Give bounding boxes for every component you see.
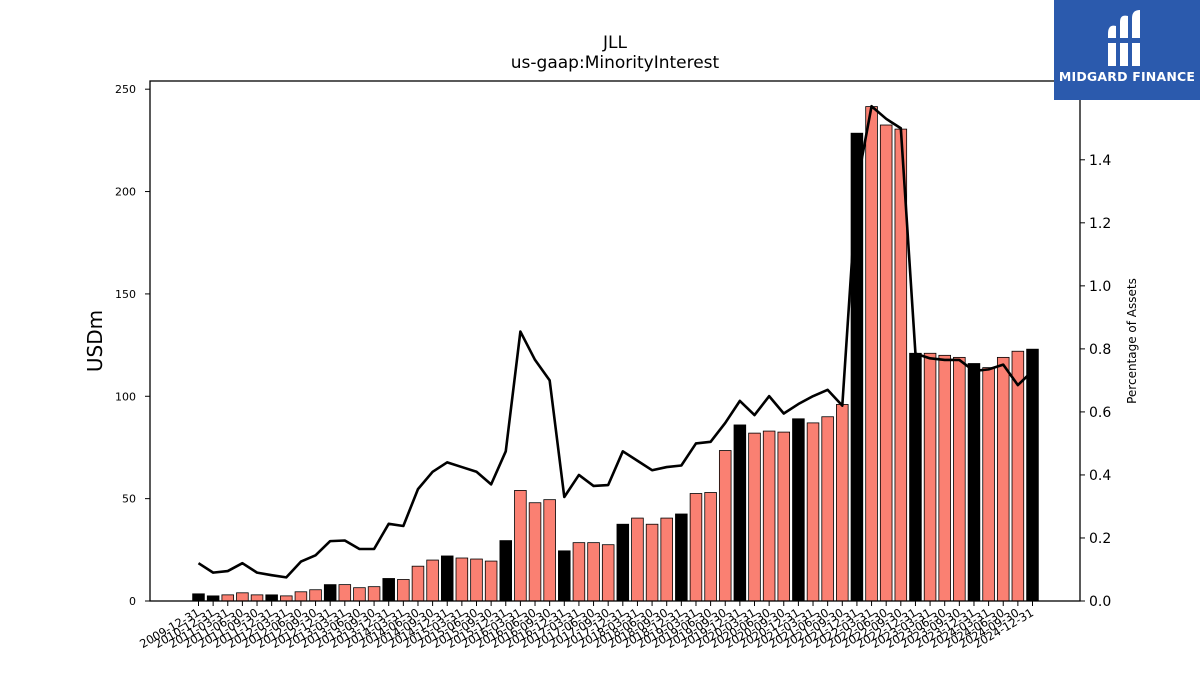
brand-logo[interactable]: MIDGARD FINANCE (1054, 0, 1200, 100)
bar-2016-03-31 (514, 490, 527, 602)
y2-axis-label: Percentage of Assets (1125, 278, 1139, 404)
bar-2012-12-31 (323, 584, 337, 602)
bar-2018-09-30 (660, 517, 673, 602)
y-tick-label: 150 (115, 288, 136, 301)
bars-layer (192, 106, 1039, 602)
bar-2013-12-31 (382, 578, 395, 602)
bar-2021-06-30 (821, 416, 834, 602)
bar-2017-06-30 (587, 542, 600, 602)
bar-2018-03-31 (631, 517, 644, 602)
bar-2018-06-30 (645, 523, 659, 602)
bar-2013-03-31 (338, 584, 352, 602)
bar-2019-09-30 (718, 450, 732, 602)
bar-2019-12-31 (733, 424, 747, 602)
bar-2022-12-31 (909, 352, 922, 602)
bar-2024-03-31 (982, 367, 995, 602)
y2-tick-label: 1.0 (1089, 279, 1111, 295)
bar-2019-06-30 (704, 492, 717, 602)
bar-2023-09-30 (953, 356, 966, 602)
bar-2012-09-30 (309, 589, 322, 602)
y2-tick-label: 0.0 (1089, 594, 1111, 610)
bar-2016-09-30 (543, 499, 556, 602)
bar-2022-06-30 (879, 124, 893, 602)
bar-2020-12-31 (792, 418, 805, 602)
chart-title: JLL (603, 33, 627, 53)
bar-2020-03-31 (748, 432, 761, 602)
plot-frame (149, 80, 1081, 602)
y2-tick-label: 0.4 (1089, 468, 1111, 484)
bar-2011-03-31 (221, 594, 235, 602)
bar-2018-12-31 (675, 513, 688, 602)
bar-2014-12-31 (440, 555, 454, 602)
bar-2015-06-30 (470, 558, 483, 602)
bar-2014-03-31 (397, 579, 410, 602)
y-tick-label: 200 (115, 186, 136, 199)
y2-tick-label: 0.2 (1089, 531, 1111, 547)
bar-2023-06-30 (938, 354, 951, 602)
bar-2015-03-31 (455, 557, 469, 602)
bar-2019-03-31 (689, 493, 703, 602)
bar-2013-06-30 (353, 587, 366, 602)
bar-2015-12-31 (499, 540, 513, 602)
y-tick-label: 50 (122, 493, 136, 506)
bar-2020-09-30 (777, 431, 791, 602)
y2-tick-label: 0.6 (1089, 405, 1111, 421)
y-axis-right: 0.0 0.2 0.4 0.6 0.8 1.0 1.2 1.4 (1080, 153, 1111, 610)
bar-2023-03-31 (923, 352, 937, 602)
bar-2022-03-31 (865, 106, 878, 602)
y-tick-label: 250 (115, 83, 136, 96)
y2-tick-label: 1.2 (1089, 216, 1111, 232)
bar-2024-09-30 (1011, 350, 1025, 602)
bar-2013-09-30 (367, 586, 381, 602)
bar-2021-03-31 (806, 422, 820, 602)
chart-subtitle: us-gaap:MinorityInterest (510, 53, 720, 73)
bar-2011-06-30 (236, 592, 249, 602)
bar-2017-12-31 (616, 523, 630, 602)
y-tick-label: 100 (115, 390, 136, 403)
bar-2020-06-30 (762, 430, 776, 602)
bar-2016-12-31 (558, 550, 571, 602)
bar-2017-03-31 (572, 542, 586, 602)
bar-2024-12-31 (1026, 348, 1039, 602)
y2-tick-label: 0.8 (1089, 342, 1111, 358)
y-tick-label: 0 (129, 595, 136, 608)
bar-2011-09-30 (250, 594, 264, 602)
y-axis-label: USDm (83, 310, 107, 372)
bar-2014-06-30 (411, 565, 425, 602)
x-axis: 2009-12-312010-12-312011-03-312011-06-30… (137, 601, 1036, 651)
bar-2021-09-30 (836, 404, 849, 602)
bar-2012-06-30 (294, 591, 308, 602)
y-axis-left: 0 50 100 150 200 250 (115, 83, 150, 608)
y2-tick-label: 1.4 (1089, 153, 1111, 169)
midgard-logo-icon (1106, 10, 1144, 67)
bar-2016-06-30 (528, 502, 542, 602)
bar-2014-09-30 (426, 559, 439, 602)
bar-2023-12-31 (967, 363, 981, 602)
bar-2017-09-30 (601, 544, 615, 602)
bar-2024-06-30 (996, 356, 1010, 602)
bar-2011-12-31 (265, 594, 278, 602)
percentage-of-assets-line (197, 104, 1034, 579)
bar-2010-12-31 (206, 595, 220, 602)
bar-2012-03-31 (280, 595, 293, 602)
brand-name: MIDGARD FINANCE (1058, 69, 1196, 84)
bar-2015-09-30 (484, 560, 498, 602)
bar-2009-12-31 (192, 593, 205, 602)
